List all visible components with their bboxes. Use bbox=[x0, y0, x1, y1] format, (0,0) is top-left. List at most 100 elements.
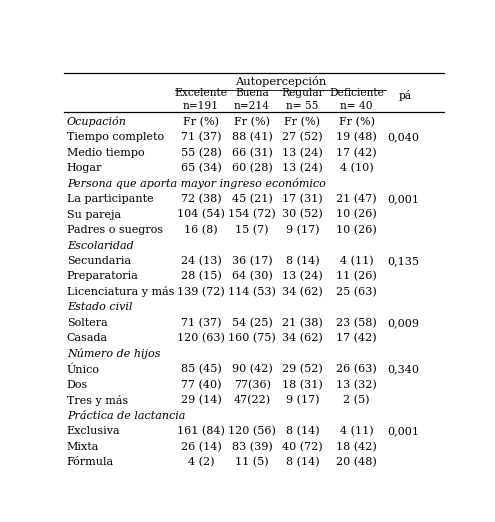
Text: Preparatoria: Preparatoria bbox=[67, 271, 139, 281]
Text: 13 (32): 13 (32) bbox=[336, 379, 377, 390]
Text: 23 (58): 23 (58) bbox=[336, 318, 377, 328]
Text: 64 (30): 64 (30) bbox=[232, 271, 273, 282]
Text: Tiempo completo: Tiempo completo bbox=[67, 132, 164, 142]
Text: 20 (48): 20 (48) bbox=[336, 457, 377, 467]
Text: 17 (42): 17 (42) bbox=[337, 148, 377, 158]
Text: 45 (21): 45 (21) bbox=[232, 194, 273, 204]
Text: Padres o suegros: Padres o suegros bbox=[67, 225, 163, 235]
Text: 120 (63): 120 (63) bbox=[177, 333, 225, 343]
Text: 29 (52): 29 (52) bbox=[282, 364, 323, 374]
Text: 154 (72): 154 (72) bbox=[228, 209, 276, 220]
Text: 54 (25): 54 (25) bbox=[232, 318, 273, 328]
Text: 11 (26): 11 (26) bbox=[336, 271, 377, 282]
Text: Tres y más: Tres y más bbox=[67, 395, 128, 406]
Text: Único: Único bbox=[67, 364, 100, 375]
Text: 4 (11): 4 (11) bbox=[340, 256, 374, 266]
Text: 8 (14): 8 (14) bbox=[286, 457, 319, 467]
Text: pá: pá bbox=[398, 90, 412, 101]
Text: 0,340: 0,340 bbox=[388, 364, 420, 374]
Text: 8 (14): 8 (14) bbox=[286, 256, 319, 266]
Text: 55 (28): 55 (28) bbox=[181, 148, 221, 158]
Text: 4 (10): 4 (10) bbox=[340, 163, 374, 173]
Text: Autopercepción: Autopercepción bbox=[235, 76, 326, 87]
Text: 13 (24): 13 (24) bbox=[282, 163, 323, 173]
Text: Su pareja: Su pareja bbox=[67, 210, 121, 220]
Text: 8 (14): 8 (14) bbox=[286, 426, 319, 436]
Text: 65 (34): 65 (34) bbox=[181, 163, 221, 173]
Text: Excelente
n=191: Excelente n=191 bbox=[174, 88, 227, 111]
Text: 15 (7): 15 (7) bbox=[236, 225, 269, 235]
Text: 19 (48): 19 (48) bbox=[336, 132, 377, 143]
Text: Fr (%): Fr (%) bbox=[339, 116, 375, 127]
Text: Exclusiva: Exclusiva bbox=[67, 426, 120, 436]
Text: La participante: La participante bbox=[67, 194, 153, 204]
Text: Hogar: Hogar bbox=[67, 163, 102, 173]
Text: Práctica de lactancia: Práctica de lactancia bbox=[67, 411, 185, 421]
Text: Soltera: Soltera bbox=[67, 318, 107, 328]
Text: 9 (17): 9 (17) bbox=[286, 395, 319, 406]
Text: 21 (38): 21 (38) bbox=[282, 318, 323, 328]
Text: Secundaria: Secundaria bbox=[67, 256, 131, 266]
Text: 10 (26): 10 (26) bbox=[336, 209, 377, 220]
Text: 77 (40): 77 (40) bbox=[181, 379, 221, 390]
Text: Ocupación: Ocupación bbox=[67, 116, 127, 127]
Text: 60 (28): 60 (28) bbox=[232, 163, 273, 173]
Text: Regular
n= 55: Regular n= 55 bbox=[281, 88, 324, 111]
Text: 71 (37): 71 (37) bbox=[181, 318, 221, 328]
Text: 0,040: 0,040 bbox=[388, 132, 420, 142]
Text: 90 (42): 90 (42) bbox=[232, 364, 273, 374]
Text: 160 (75): 160 (75) bbox=[228, 333, 276, 343]
Text: Fórmula: Fórmula bbox=[67, 457, 114, 467]
Text: Dos: Dos bbox=[67, 380, 88, 390]
Text: 28 (15): 28 (15) bbox=[181, 271, 221, 282]
Text: 29 (14): 29 (14) bbox=[181, 395, 221, 406]
Text: 36 (17): 36 (17) bbox=[232, 256, 272, 266]
Text: 0,001: 0,001 bbox=[388, 426, 420, 436]
Text: 18 (31): 18 (31) bbox=[282, 379, 323, 390]
Text: 30 (52): 30 (52) bbox=[282, 209, 323, 220]
Text: 83 (39): 83 (39) bbox=[232, 442, 273, 452]
Text: 114 (53): 114 (53) bbox=[228, 287, 276, 297]
Text: Fr (%): Fr (%) bbox=[183, 116, 219, 127]
Text: 47(22): 47(22) bbox=[234, 395, 271, 406]
Text: 4 (2): 4 (2) bbox=[188, 457, 214, 467]
Text: 34 (62): 34 (62) bbox=[282, 287, 323, 297]
Text: 77(36): 77(36) bbox=[234, 379, 271, 390]
Text: 25 (63): 25 (63) bbox=[336, 287, 377, 297]
Text: 88 (41): 88 (41) bbox=[232, 132, 273, 143]
Text: 9 (17): 9 (17) bbox=[286, 225, 319, 235]
Text: 17 (42): 17 (42) bbox=[337, 333, 377, 343]
Text: Mixta: Mixta bbox=[67, 442, 99, 452]
Text: 27 (52): 27 (52) bbox=[282, 132, 323, 143]
Text: 26 (14): 26 (14) bbox=[181, 442, 221, 452]
Text: 0,001: 0,001 bbox=[388, 194, 420, 204]
Text: 13 (24): 13 (24) bbox=[282, 271, 323, 282]
Text: 40 (72): 40 (72) bbox=[282, 442, 323, 452]
Text: Fr (%): Fr (%) bbox=[234, 116, 270, 127]
Text: 139 (72): 139 (72) bbox=[177, 287, 225, 297]
Text: 0,009: 0,009 bbox=[388, 318, 420, 328]
Text: 11 (5): 11 (5) bbox=[235, 457, 269, 467]
Text: Licenciatura y más: Licenciatura y más bbox=[67, 287, 174, 298]
Text: 26 (63): 26 (63) bbox=[336, 364, 377, 374]
Text: 85 (45): 85 (45) bbox=[181, 364, 221, 374]
Text: 34 (62): 34 (62) bbox=[282, 333, 323, 343]
Text: Buena
n=214: Buena n=214 bbox=[234, 88, 270, 111]
Text: Persona que aporta mayor ingreso económico: Persona que aporta mayor ingreso económi… bbox=[67, 178, 326, 189]
Text: 17 (31): 17 (31) bbox=[282, 194, 323, 204]
Text: 16 (8): 16 (8) bbox=[184, 225, 218, 235]
Text: Medio tiempo: Medio tiempo bbox=[67, 148, 145, 158]
Text: 10 (26): 10 (26) bbox=[336, 225, 377, 235]
Text: 2 (5): 2 (5) bbox=[344, 395, 370, 406]
Text: 104 (54): 104 (54) bbox=[177, 209, 225, 220]
Text: 21 (47): 21 (47) bbox=[337, 194, 377, 204]
Text: Casada: Casada bbox=[67, 334, 108, 343]
Text: Deficiente
n= 40: Deficiente n= 40 bbox=[329, 88, 384, 111]
Text: 0,135: 0,135 bbox=[388, 256, 420, 266]
Text: Escolaridad: Escolaridad bbox=[67, 241, 134, 251]
Text: 72 (38): 72 (38) bbox=[181, 194, 221, 204]
Text: Fr (%): Fr (%) bbox=[285, 116, 320, 127]
Text: Estado civil: Estado civil bbox=[67, 302, 132, 313]
Text: 120 (56): 120 (56) bbox=[228, 426, 276, 436]
Text: 161 (84): 161 (84) bbox=[177, 426, 225, 436]
